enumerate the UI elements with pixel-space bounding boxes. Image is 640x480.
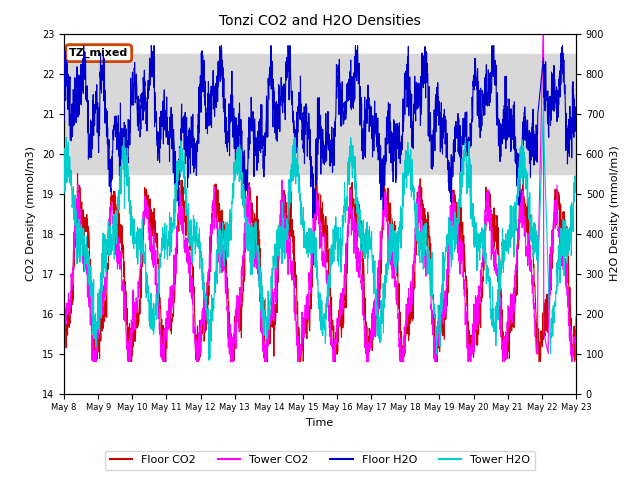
X-axis label: Time: Time [307, 418, 333, 428]
Title: Tonzi CO2 and H2O Densities: Tonzi CO2 and H2O Densities [219, 14, 421, 28]
Y-axis label: H2O Density (mmol/m3): H2O Density (mmol/m3) [610, 146, 620, 281]
Text: TZ_mixed: TZ_mixed [69, 48, 129, 58]
Legend: Floor CO2, Tower CO2, Floor H2O, Tower H2O: Floor CO2, Tower CO2, Floor H2O, Tower H… [105, 451, 535, 469]
Bar [64, 54, 576, 174]
Y-axis label: CO2 Density (mmol/m3): CO2 Density (mmol/m3) [26, 146, 36, 281]
